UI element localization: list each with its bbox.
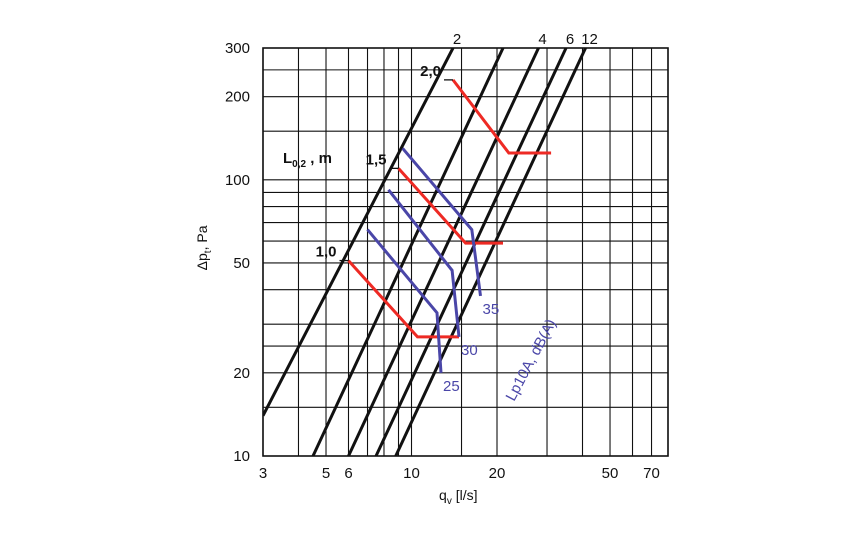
throw-curve-label: 1,5 bbox=[366, 151, 387, 168]
throw-curve-label: 1,0 bbox=[316, 244, 337, 261]
sound-series-title: Lp10A, dB(A) bbox=[503, 316, 560, 404]
diagonal-line bbox=[347, 48, 540, 456]
throw-curves bbox=[339, 78, 552, 339]
plot-frame bbox=[262, 47, 669, 457]
y-tick-label: 10 bbox=[233, 448, 250, 465]
diagonal-line-label: 2 bbox=[453, 31, 461, 48]
x-tick-label: 3 bbox=[259, 465, 267, 482]
throw-curve bbox=[451, 78, 552, 155]
y-tick-label: 300 bbox=[225, 40, 250, 57]
diagonal-line-label: 6 bbox=[566, 31, 574, 48]
diagonal-line bbox=[311, 48, 505, 456]
throw-series-title: L0,2 , m bbox=[283, 150, 332, 170]
diagonal-line bbox=[394, 48, 587, 456]
diagonal-line-label: 4 bbox=[538, 31, 546, 48]
sound-curve bbox=[387, 188, 461, 338]
sound-curve-label: 30 bbox=[461, 342, 478, 359]
x-tick-label: 20 bbox=[489, 465, 506, 482]
sound-curve bbox=[401, 147, 482, 297]
x-tick-label: 50 bbox=[602, 465, 619, 482]
x-tick-label: 10 bbox=[403, 465, 420, 482]
x-tick-label: 70 bbox=[643, 465, 660, 482]
x-tick-label: 5 bbox=[322, 465, 330, 482]
y-tick-label: 100 bbox=[225, 172, 250, 189]
sound-curves bbox=[366, 147, 482, 373]
diagonal-line-label: 12 bbox=[581, 31, 598, 48]
diagonal-lines bbox=[263, 48, 587, 456]
y-tick-label: 200 bbox=[225, 89, 250, 106]
x-axis-title: qv [l/s] bbox=[439, 487, 477, 507]
sound-curve-label: 25 bbox=[443, 378, 460, 395]
throw-curve bbox=[397, 167, 503, 245]
sound-curve bbox=[366, 228, 443, 373]
diagonal-line bbox=[374, 48, 568, 456]
y-tick-label: 20 bbox=[233, 365, 250, 382]
throw-curve-label: 2,0 bbox=[420, 63, 441, 80]
y-tick-label: 50 bbox=[233, 255, 250, 272]
x-tick-label: 6 bbox=[344, 465, 352, 482]
diagonal-line bbox=[263, 48, 455, 417]
y-axis-title: Δpt, Pa bbox=[194, 225, 214, 270]
throw-curve bbox=[347, 259, 459, 339]
sound-curve-label: 35 bbox=[483, 301, 500, 318]
